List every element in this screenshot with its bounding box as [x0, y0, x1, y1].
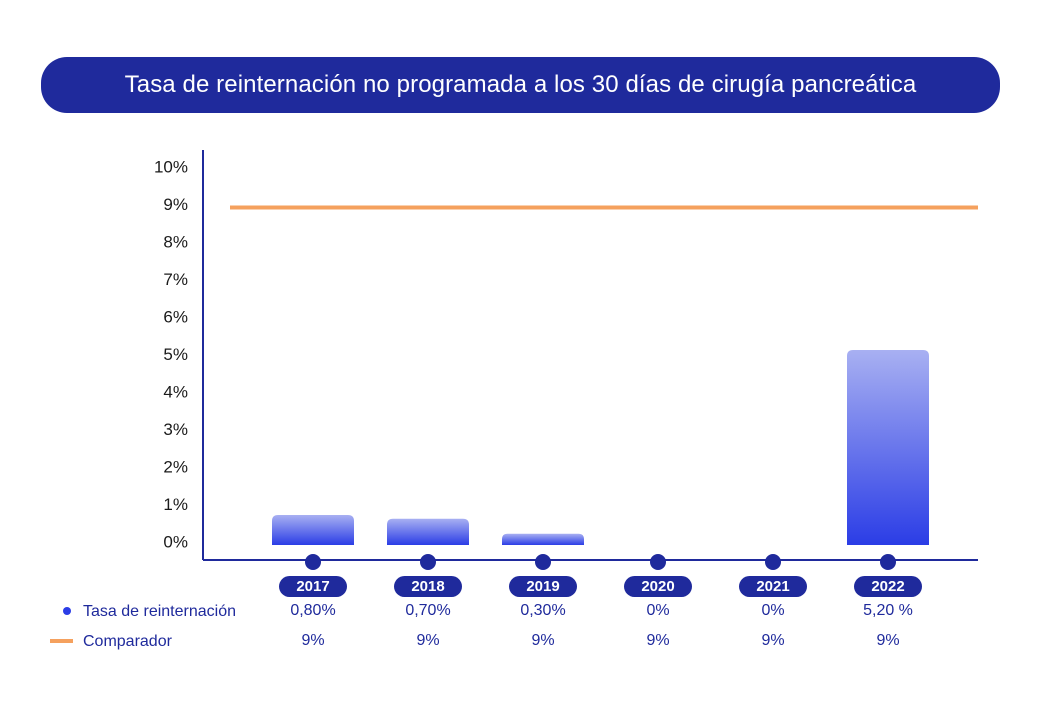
comparator-value-2021: 9%: [761, 632, 784, 649]
year-label-2021: 2021: [756, 578, 789, 595]
x-marker-2022: [880, 554, 896, 570]
x-marker-2017: [305, 554, 321, 570]
rate-value-2022: 5,20 %: [863, 602, 913, 619]
rate-value-2017: 0,80%: [290, 602, 335, 619]
year-label-2018: 2018: [411, 578, 444, 595]
y-tick-label: 8%: [163, 232, 188, 251]
comparator-value-2017: 9%: [301, 632, 324, 649]
legend-comparator-label: Comparador: [83, 633, 173, 650]
year-label-2022: 2022: [871, 578, 904, 595]
x-marker-2020: [650, 554, 666, 570]
legend: Tasa de reinternación Comparador: [50, 603, 236, 650]
x-marker-2018: [420, 554, 436, 570]
bars: [272, 350, 929, 545]
y-tick-label: 1%: [163, 495, 188, 514]
y-tick-label: 6%: [163, 307, 188, 326]
y-tick-label: 9%: [163, 195, 188, 214]
bar-2018: [387, 518, 469, 545]
rate-value-2021: 0%: [761, 602, 784, 619]
year-pill-2022: [854, 576, 922, 597]
year-pill-2018: [394, 576, 462, 597]
y-tick-label: 10%: [154, 157, 188, 176]
bar-2019: [502, 533, 584, 545]
comparator-value-2019: 9%: [531, 632, 554, 649]
year-pill-2019: [509, 576, 577, 597]
comparator-value-2018: 9%: [416, 632, 439, 649]
y-tick-label: 2%: [163, 457, 188, 476]
year-pill-2017: [279, 576, 347, 597]
rate-value-2018: 0,70%: [405, 602, 450, 619]
y-axis: 0% 1% 2% 3% 4% 5% 6% 7% 8% 9% 10%: [154, 150, 204, 560]
y-tick-label: 3%: [163, 420, 188, 439]
year-label-2020: 2020: [641, 578, 674, 595]
year-pill-2021: [739, 576, 807, 597]
x-marker-2021: [765, 554, 781, 570]
bar-2022: [847, 350, 929, 545]
year-label-2019: 2019: [526, 578, 559, 595]
comparator-value-2022: 9%: [876, 632, 899, 649]
year-pill-2020: [624, 576, 692, 597]
legend-rate-label: Tasa de reinternación: [83, 603, 236, 620]
legend-rate-dot: [63, 607, 71, 615]
y-tick-label: 7%: [163, 270, 188, 289]
chart-title: Tasa de reinternación no programada a lo…: [41, 57, 1000, 113]
y-tick-label: 5%: [163, 345, 188, 364]
rate-value-2019: 0,30%: [520, 602, 565, 619]
comparator-value-2020: 9%: [646, 632, 669, 649]
y-tick-label: 0%: [163, 532, 188, 551]
bar-2017: [272, 515, 354, 545]
rate-value-2020: 0%: [646, 602, 669, 619]
y-tick-label: 4%: [163, 382, 188, 401]
year-label-2017: 2017: [296, 578, 329, 595]
x-marker-2019: [535, 554, 551, 570]
x-axis: 2017 0,80% 9% 2018 0,70% 9% 2019 0,30% 9% 2020 0% 9…: [203, 554, 978, 649]
